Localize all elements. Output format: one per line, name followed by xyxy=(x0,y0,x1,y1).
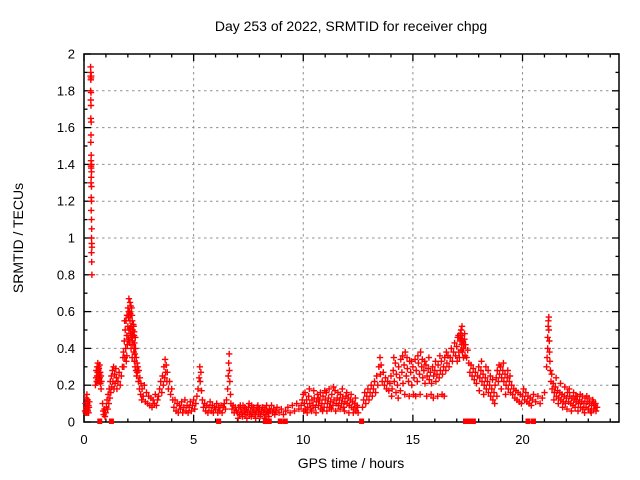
x-tick-label: 0 xyxy=(80,432,87,447)
y-tick-labels: 0 0.2 0.4 0.6 0.8 1 1.2 1.4 1.6 1.8 2 xyxy=(57,47,75,430)
x-axis-label: GPS time / hours xyxy=(298,455,405,471)
zero-flag-markers xyxy=(97,418,536,424)
zero-flag-square xyxy=(466,418,472,424)
y-tick-label: 1.6 xyxy=(57,120,75,135)
x-tick-label: 15 xyxy=(406,432,420,447)
zero-flag-square xyxy=(525,418,531,424)
gridlines xyxy=(84,54,619,422)
zero-flag-square xyxy=(282,418,288,424)
x-tick-label: 20 xyxy=(515,432,529,447)
zero-flag-square xyxy=(359,418,365,424)
y-tick-label: 1.2 xyxy=(57,194,75,209)
y-tick-label: 2 xyxy=(68,47,75,62)
plot-border xyxy=(83,53,620,423)
y-tick-label: 0 xyxy=(68,415,75,430)
zero-flag-square xyxy=(108,418,114,424)
y-tick-label: 0.4 xyxy=(57,341,75,356)
zero-flag-square xyxy=(463,418,469,424)
zero-flag-square xyxy=(470,418,476,424)
y-tick-label: 0.6 xyxy=(57,304,75,319)
x-tick-labels: 0 5 10 15 20 xyxy=(80,432,529,447)
data-points-plus xyxy=(81,63,601,422)
y-tick-label: 1.8 xyxy=(57,83,75,98)
y-tick-label: 0.8 xyxy=(57,267,75,282)
y-tick-label: 1.4 xyxy=(57,157,75,172)
chart-title: Day 253 of 2022, SRMTID for receiver chp… xyxy=(215,18,487,34)
y-axis-label: SRMTID / TECUs xyxy=(10,183,26,293)
y-tick-label: 0.2 xyxy=(57,378,75,393)
zero-flag-square xyxy=(530,418,536,424)
zero-flag-square xyxy=(216,418,222,424)
zero-flag-square xyxy=(262,418,268,424)
zero-flag-square xyxy=(97,418,103,424)
zero-flag-square xyxy=(266,418,272,424)
scatter-series xyxy=(81,63,601,422)
zero-flag-square xyxy=(277,418,283,424)
x-tick-label: 5 xyxy=(190,432,197,447)
x-tick-label: 10 xyxy=(296,432,310,447)
y-tick-label: 1 xyxy=(68,231,75,246)
